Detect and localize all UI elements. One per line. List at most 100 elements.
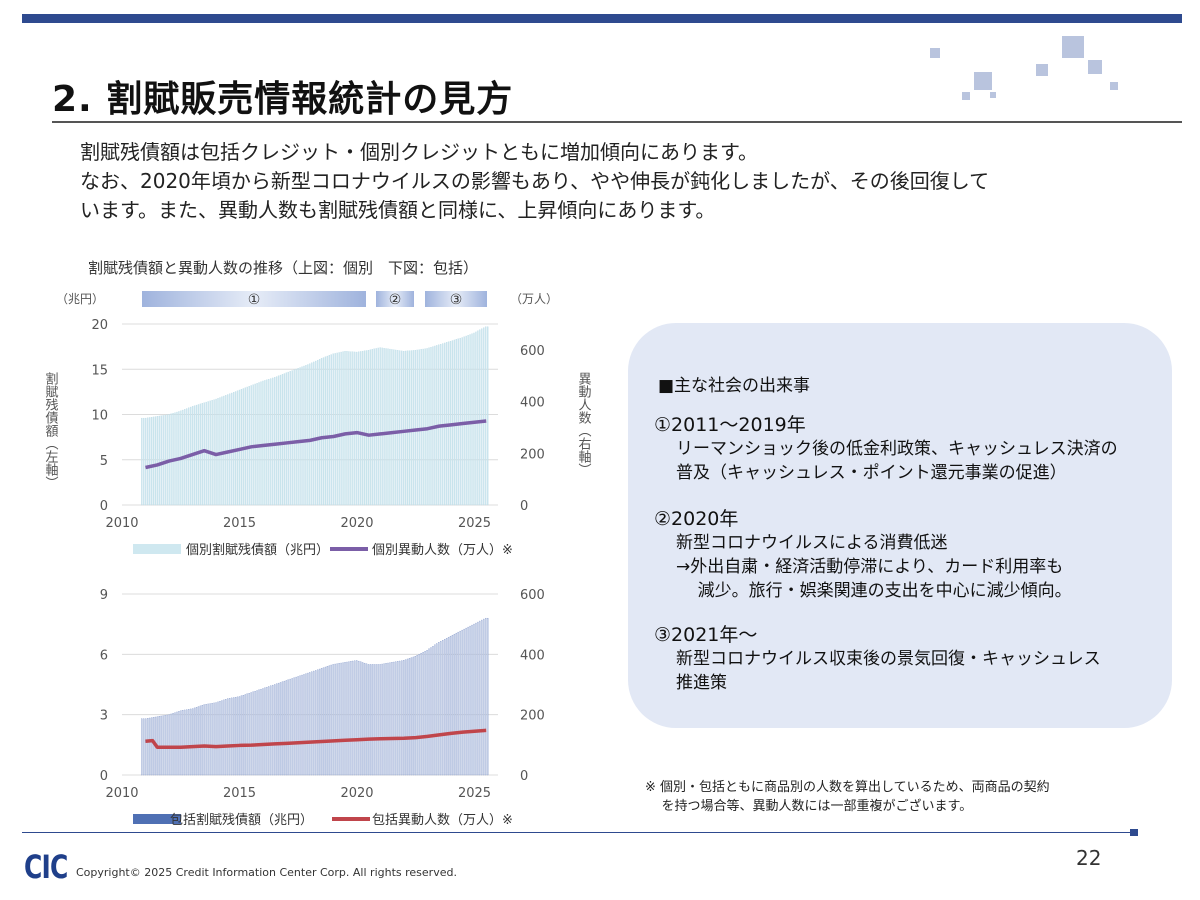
cic-logo: CIC [24,848,68,886]
top-bar [285,372,288,506]
bottom-legend-bar-swatch [133,814,181,824]
top-bar [301,366,303,506]
top-bar [328,355,331,506]
top-bar [367,350,370,506]
bot-bar [184,709,186,776]
bot-bar [344,662,346,776]
event-line: 普及（キャッシュレス・ポイント還元事業の促進） [676,463,1067,483]
bot-bar [260,688,262,776]
top-bar [453,339,456,506]
bot-bar [389,662,391,776]
bot-bar [297,676,299,776]
bot-bar [397,661,399,776]
bot-bar [416,655,418,776]
event-heading: ②2020年 [654,508,739,530]
top-bar [307,364,309,506]
bot-bar [164,715,166,776]
top-bar [473,332,475,506]
event-item: ①2011～2019年 リーマンショック後の低金利政策、キャッシュレス決済の 普… [654,413,1118,485]
top-bar [291,370,293,506]
bot-bar [436,643,438,776]
top-bar [317,359,319,506]
page-title: 2. 割賦販売情報統計の見方 [52,79,514,120]
top-legend-line-label: 個別異動人数（万人）※ [372,543,513,558]
bot-bar [182,710,184,776]
bot-bar [385,663,387,776]
top-bar [336,352,338,506]
bot-bar [293,677,295,776]
top-bar [158,415,161,506]
top-bar [358,351,360,506]
top-bar [361,350,364,506]
bot-bar [348,661,350,776]
bot-bar [485,617,487,776]
top-bar [416,349,418,506]
bot-bar [424,651,426,776]
top-bar [281,374,284,506]
top-bar [203,402,205,506]
bot-bar [174,712,176,776]
bot-bar [483,618,485,776]
bot-bar [346,661,348,776]
top-bar [262,380,264,506]
bot-bar [377,664,379,776]
bot-bar [369,664,372,776]
bot-bar [217,701,219,776]
top-bar [324,356,327,506]
period-marker-3-label: ③ [450,292,463,308]
bot-bar [236,696,239,776]
bot-bar [197,706,200,776]
bot-bar [201,705,204,776]
charts-area: ① ② ③ （兆円） （万人） 割賦残債額（左軸） 異動人数（右軸） 0 5 10 1… [43,291,591,828]
bot-bar [322,667,325,776]
bot-y-tick-label: 6 [100,648,108,663]
top-bar [330,354,332,506]
bot-bar [143,718,145,776]
bot-bar [168,714,170,776]
bot-bar [268,686,270,776]
bot-y2-tick-label: 200 [520,709,545,724]
chart-heading: 割賦残債額と異動人数の推移（上図：個別 下図：包括） [88,259,479,277]
decoration-square [962,92,970,100]
top-y2-tick-label: 600 [520,344,545,359]
bot-bar [170,713,172,776]
bot-bar [373,664,375,776]
top-bar [160,415,162,506]
bot-bar [258,689,260,776]
bot-bar [275,683,278,776]
bot-bar [262,688,264,776]
top-bar [422,348,424,506]
bot-bar [252,691,254,776]
bot-bar [426,650,428,776]
bot-y-tick-label: 3 [100,709,108,724]
event-line: 新型コロナウイルスによる消費低迷 [676,533,948,553]
top-bar [217,398,219,506]
bot-bar [330,664,332,776]
top-bar [373,348,375,506]
top-bar [205,401,207,506]
bot-bar [412,656,415,776]
top-bar [471,333,473,506]
bot-bar [195,707,198,776]
bot-bar [371,664,374,776]
top-bar [318,359,321,506]
top-bar [303,365,305,506]
top-line-series [145,419,487,470]
bot-bar [414,656,417,776]
top-bar [227,394,229,506]
bot-bar [350,661,352,776]
bot-bar [277,682,280,776]
bot-bar [178,711,180,776]
bot-bar [227,698,229,776]
top-bar [201,403,204,506]
event-line: →外出自粛・経済活動停滞により、カード利用率も [676,557,1064,577]
top-bar [152,416,155,506]
top-y2-tick-label: 400 [520,396,545,411]
bot-bar [172,713,174,776]
bot-x-tick-label: 2015 [223,786,256,801]
top-bar [141,417,143,506]
bot-bar [477,621,479,776]
top-bar [199,403,202,506]
period-marker-3-bar [425,291,487,307]
bot-bar [281,681,284,776]
